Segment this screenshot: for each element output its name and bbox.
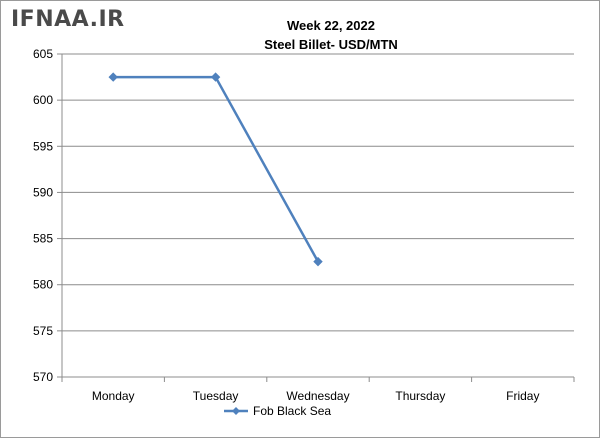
series-group (108, 72, 323, 267)
x-tick-label: Monday (92, 389, 135, 403)
y-tick-label: 570 (33, 370, 53, 384)
chart-title: Week 22, 2022 (287, 18, 375, 33)
x-tick-label: Tuesday (193, 389, 239, 403)
legend-marker (232, 407, 240, 415)
y-tick-label: 575 (33, 324, 53, 338)
chart-subtitle: Steel Billet- USD/MTN (264, 37, 398, 52)
legend-label: Fob Black Sea (253, 404, 331, 418)
data-point-marker (313, 256, 323, 267)
x-axis (61, 54, 575, 382)
data-point-marker (210, 72, 221, 82)
y-tick-label: 595 (33, 139, 53, 153)
y-axis-tick-labels: 570 575 580 585 590 595 600 605 (33, 47, 53, 384)
watermark-logo: IFNAA.IR (11, 7, 125, 32)
x-axis-tick-labels: Monday Tuesday Wednesday Thursday Friday (92, 389, 540, 403)
legend: Fob Black Sea (224, 404, 331, 418)
y-tick-label: 585 (33, 232, 53, 246)
gridlines (57, 53, 574, 378)
y-tick-label: 605 (33, 47, 53, 61)
y-tick-label: 590 (33, 185, 53, 199)
x-tick-label: Friday (506, 389, 539, 403)
x-tick-label: Thursday (395, 389, 445, 403)
y-tick-label: 580 (33, 278, 53, 292)
series-line (113, 75, 320, 263)
data-point-marker (108, 72, 118, 82)
chart-title-block: Week 22, 2022 Steel Billet- USD/MTN (151, 16, 511, 54)
x-tick-label: Wednesday (286, 389, 349, 403)
y-tick-label: 600 (33, 93, 53, 107)
